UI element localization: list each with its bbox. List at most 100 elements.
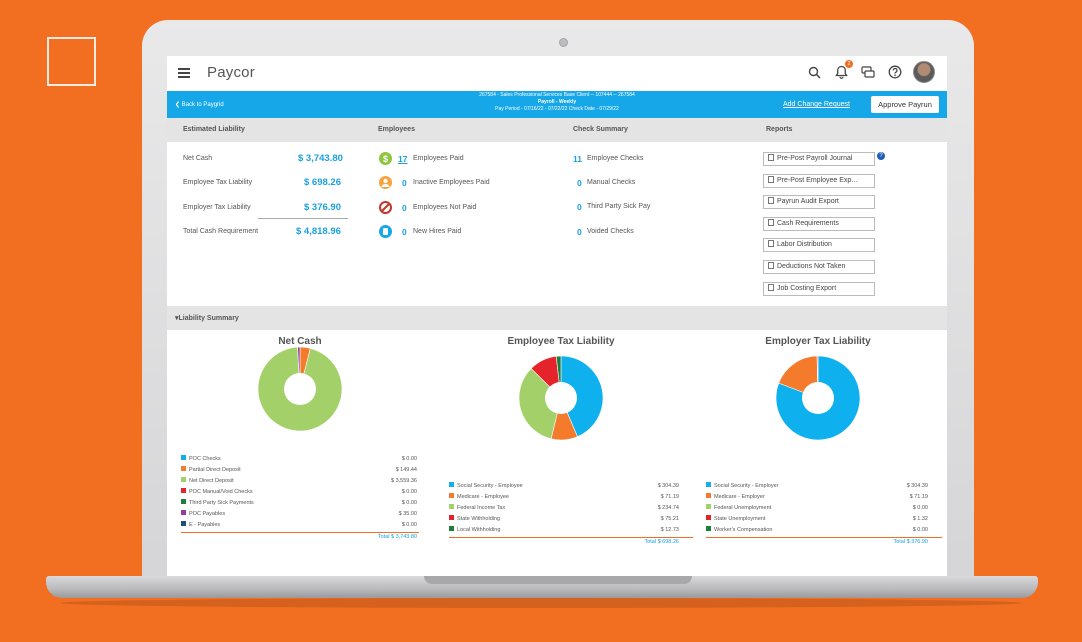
legend-swatch [181, 499, 186, 504]
legend-item: Social Security - Employee [449, 481, 523, 491]
legend-item: POC Manual/Void Checks [181, 487, 253, 497]
legend-item: Medicare - Employer [706, 492, 765, 502]
payrun-header: ❮ Back to Paygrid 267584 - Sales Profess… [167, 91, 947, 118]
legend-label: Local Withholding [457, 527, 501, 533]
report-payrun-audit-export[interactable]: Payrun Audit Export [763, 195, 875, 209]
legend-swatch [706, 504, 711, 509]
slice-social-security-employer[interactable] [775, 355, 861, 441]
back-to-paygrid-link[interactable]: ❮ Back to Paygrid [175, 102, 224, 108]
legend-item: E - Payables [181, 520, 220, 530]
liability-label: Employer Tax Liability [183, 204, 251, 211]
report-deductions-not-taken[interactable]: Deductions Not Taken [763, 260, 875, 274]
legend-value: $ 234.74 [657, 505, 679, 511]
payroll-type: Payroll - Weekly [537, 99, 577, 105]
total-cash-value: $ 4,818.96 [296, 226, 341, 237]
new-hires-count: 0 [402, 227, 407, 237]
notification-badge: 2 [845, 60, 853, 68]
legend-value: $ 0.00 [401, 456, 417, 462]
report-labor-distribution[interactable]: Labor Distribution [763, 238, 875, 252]
user-avatar[interactable] [913, 61, 935, 83]
liability-summary-toggle[interactable]: ▾Liability Summary [167, 306, 947, 330]
voided-checks-count: 0 [577, 227, 582, 237]
chart-title: Employee Tax Liability [507, 336, 615, 347]
employees-heading: Employees [378, 126, 415, 133]
new-hire-icon [379, 225, 392, 238]
inactive-paid-count: 0 [402, 178, 407, 188]
legend-item: Worker's Compensation [706, 525, 772, 535]
legend-label: Medicare - Employee [457, 494, 509, 500]
report-cash-requirements[interactable]: Cash Requirements [763, 217, 875, 231]
document-icon [768, 240, 774, 247]
employee-tax-liability-donut-chart[interactable] [518, 355, 604, 441]
employer-tax-liability-donut-chart[interactable] [775, 355, 861, 441]
top-icons: 2 [805, 60, 935, 83]
dollar-icon: $ [379, 152, 392, 165]
slice-social-security-employee[interactable] [560, 355, 604, 438]
not-paid-count: 0 [402, 203, 407, 213]
decorative-square [47, 37, 96, 86]
employee-checks-count[interactable]: 11 [573, 154, 582, 164]
total-divider [181, 532, 419, 533]
chat-icon[interactable] [859, 63, 877, 81]
legend-item: POC Payables [181, 509, 225, 519]
manual-checks-count: 0 [577, 178, 582, 188]
add-change-request-link[interactable]: Add Change Request [783, 101, 850, 108]
chart-total: Total $ 698.26 [644, 539, 679, 545]
slice-federal-income-tax[interactable] [518, 368, 562, 440]
legend-swatch [181, 521, 186, 526]
manual-checks-label: Manual Checks [587, 179, 636, 186]
pay-period-line: Pay Period - 07/16/22 - 07/22/22 Check D… [495, 106, 619, 112]
sick-pay-count: 0 [577, 202, 582, 212]
legend-value: $ 1.32 [912, 516, 928, 522]
liability-label: Total Cash Requirement [183, 228, 259, 235]
person-icon [379, 176, 392, 189]
legend-swatch [181, 510, 186, 515]
document-icon [768, 262, 774, 269]
bell-icon[interactable]: 2 [832, 60, 853, 81]
report-pre-post-employee-export[interactable]: Pre-Post Employee Exp... [763, 174, 875, 188]
summary-section-header: Estimated Liability Employees Check Summ… [167, 118, 947, 142]
help-icon[interactable] [886, 63, 904, 81]
report-pre-post-payroll-journal[interactable]: Pre-Post Payroll Journal [763, 152, 875, 166]
back-label: Back to Paygrid [181, 102, 224, 108]
legend-value: $ 0.00 [912, 505, 928, 511]
legend-item: Federal Income Tax [449, 503, 505, 513]
legend-item: Net Direct Deposit [181, 476, 234, 486]
employee-checks-label: Employee Checks [587, 155, 644, 162]
document-icon [768, 219, 774, 226]
document-icon [768, 154, 774, 161]
liability-value[interactable]: $ 376.90 [304, 202, 341, 213]
not-paid-icon [379, 201, 392, 214]
laptop-shadow [60, 598, 1022, 608]
legend-label: POC Manual/Void Checks [189, 489, 253, 495]
search-icon[interactable] [805, 63, 823, 81]
liability-summary-text: Liability Summary [178, 315, 239, 322]
legend-value: $ 3,559.36 [391, 478, 417, 484]
legend-item: State Withholding [449, 514, 500, 524]
legend-label: E - Payables [189, 522, 221, 528]
report-help-icon[interactable]: ? [877, 152, 885, 160]
menu-icon[interactable] [178, 68, 190, 78]
legend-value: $ 71.19 [909, 494, 928, 500]
liability-separator [258, 218, 348, 219]
donut-hole [545, 382, 577, 414]
legend-label: Social Security - Employer [714, 483, 779, 489]
legend-value: $ 149.44 [395, 467, 417, 473]
approve-payrun-button[interactable]: Approve Payrun [871, 96, 939, 113]
report-label: Payrun Audit Export [777, 198, 839, 205]
report-job-costing-export[interactable]: Job Costing Export [763, 282, 875, 296]
laptop-base [46, 576, 1038, 598]
net-cash-donut-chart[interactable] [257, 346, 343, 432]
legend-label: Worker's Compensation [714, 527, 773, 533]
legend-swatch [449, 526, 454, 531]
employees-paid-count[interactable]: 17 [398, 154, 408, 164]
legend-value: $ 71.19 [660, 494, 679, 500]
document-icon [768, 197, 774, 204]
liability-value[interactable]: $ 3,743.80 [298, 153, 343, 164]
legend-item: Federal Unemployment [706, 503, 771, 513]
top-bar: Paycor 2 [167, 56, 947, 91]
legend-value: $ 12.73 [660, 527, 679, 533]
legend-value: $ 304.39 [657, 483, 679, 489]
liability-value[interactable]: $ 698.26 [304, 177, 341, 188]
paycor-logo[interactable]: Paycor [207, 64, 255, 81]
